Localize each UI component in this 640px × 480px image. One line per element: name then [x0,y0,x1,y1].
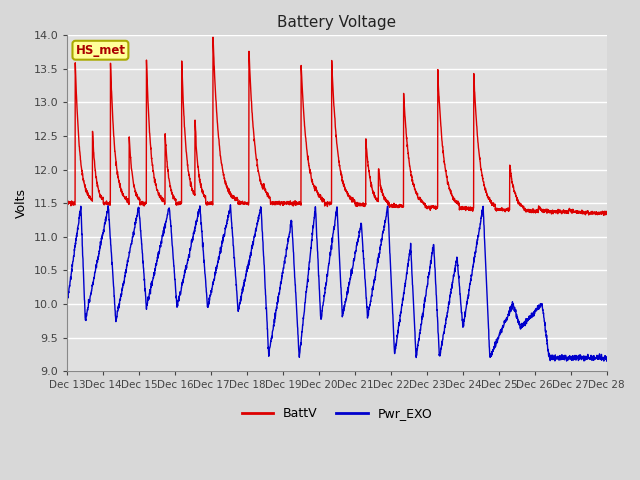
Title: Battery Voltage: Battery Voltage [278,15,397,30]
Legend: BattV, Pwr_EXO: BattV, Pwr_EXO [237,402,437,425]
Line: BattV: BattV [67,37,607,216]
Pwr_EXO [227,202,234,208]
Pwr_EXO [63,296,71,301]
BattV [593,212,600,217]
BattV [209,35,217,40]
BattV [271,202,278,208]
Pwr_EXO [534,306,542,312]
Pwr_EXO [603,358,611,364]
BattV [157,195,164,201]
BattV [534,210,542,216]
Pwr_EXO [271,316,278,322]
Text: HS_met: HS_met [76,44,125,57]
Line: Pwr_EXO: Pwr_EXO [67,205,607,361]
Pwr_EXO [157,240,164,246]
BattV [603,211,611,216]
BattV [600,213,607,218]
Pwr_EXO [294,325,301,331]
Pwr_EXO [563,358,570,364]
BattV [63,199,71,204]
BattV [125,201,132,207]
Pwr_EXO [593,356,600,361]
Pwr_EXO [125,253,132,259]
Y-axis label: Volts: Volts [15,188,28,218]
BattV [294,201,301,207]
